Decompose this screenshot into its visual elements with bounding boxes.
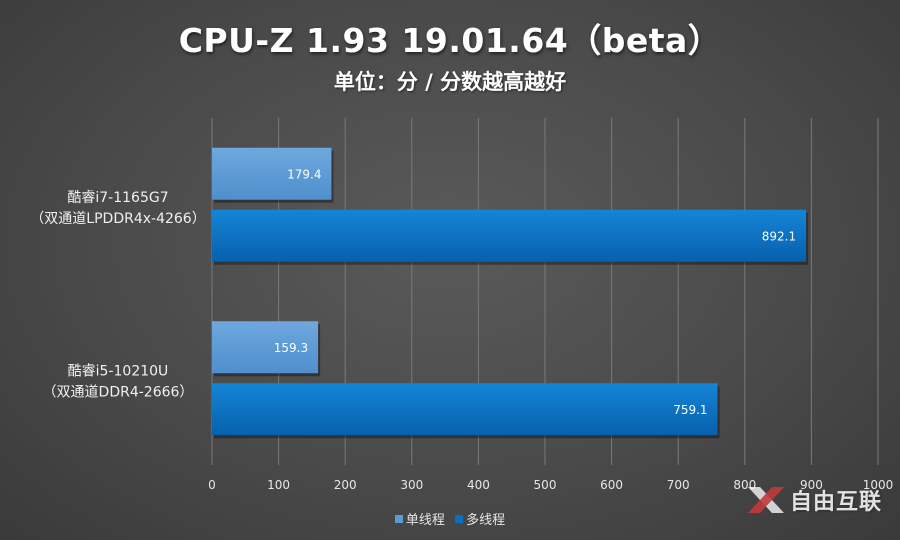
category-label-0-line1: 酷睿i7-1165G7 bbox=[67, 190, 168, 206]
x-tick-label-500: 500 bbox=[534, 478, 557, 492]
chart-subtitle: 单位：分 / 分数越高越好 bbox=[333, 70, 567, 94]
x-logo-icon bbox=[747, 487, 784, 513]
bar-single-thread-1 bbox=[212, 321, 319, 374]
x-tick-label-100: 100 bbox=[267, 478, 290, 492]
legend-swatch-single-thread bbox=[394, 514, 403, 523]
watermark: 自由互联 bbox=[746, 484, 882, 516]
data-label-multi-thread-0: 892.1 bbox=[762, 229, 796, 243]
legend-label-multi-thread: 多线程 bbox=[466, 513, 506, 528]
bar-multi-thread-1 bbox=[212, 383, 718, 436]
x-tick-label-1000: 1000 bbox=[863, 478, 894, 492]
x-tick-label-900: 900 bbox=[800, 478, 823, 492]
x-tick-label-300: 300 bbox=[400, 478, 423, 492]
category-label-1-line2: （双通道DDR4-2666） bbox=[43, 384, 194, 400]
category-label-1-line1: 酷睿i5-10210U bbox=[68, 363, 169, 379]
x-tick-label-200: 200 bbox=[334, 478, 357, 492]
legend-item-single-thread: 单线程 bbox=[394, 509, 445, 528]
data-label-single-thread-0: 179.4 bbox=[287, 167, 321, 181]
bar-single-thread-0 bbox=[212, 147, 332, 200]
x-tick-label-600: 600 bbox=[600, 478, 623, 492]
x-tick-label-400: 400 bbox=[467, 478, 490, 492]
data-label-multi-thread-1: 759.1 bbox=[673, 403, 707, 417]
legend-swatch-multi-thread bbox=[455, 514, 464, 523]
x-tick-label-0: 0 bbox=[208, 478, 216, 492]
category-label-0-line2: （双通道LPDDR4x-4266） bbox=[30, 211, 205, 227]
chart-title: CPU-Z 1.93 19.01.64（beta） bbox=[178, 21, 722, 60]
bar-multi-thread-0 bbox=[212, 209, 807, 262]
legend-label-single-thread: 单线程 bbox=[405, 513, 445, 528]
legend: 单线程 多线程 bbox=[0, 509, 900, 528]
labels: 0 100 200 300 400 500 600 700 800 900 1000179.4892… bbox=[30, 167, 893, 492]
legend-item-multi-thread: 多线程 bbox=[455, 509, 505, 528]
bars bbox=[212, 147, 809, 439]
watermark-text: 自由互联 bbox=[789, 490, 882, 515]
x-tick-label-700: 700 bbox=[667, 478, 690, 492]
data-label-single-thread-1: 159.3 bbox=[274, 341, 308, 355]
